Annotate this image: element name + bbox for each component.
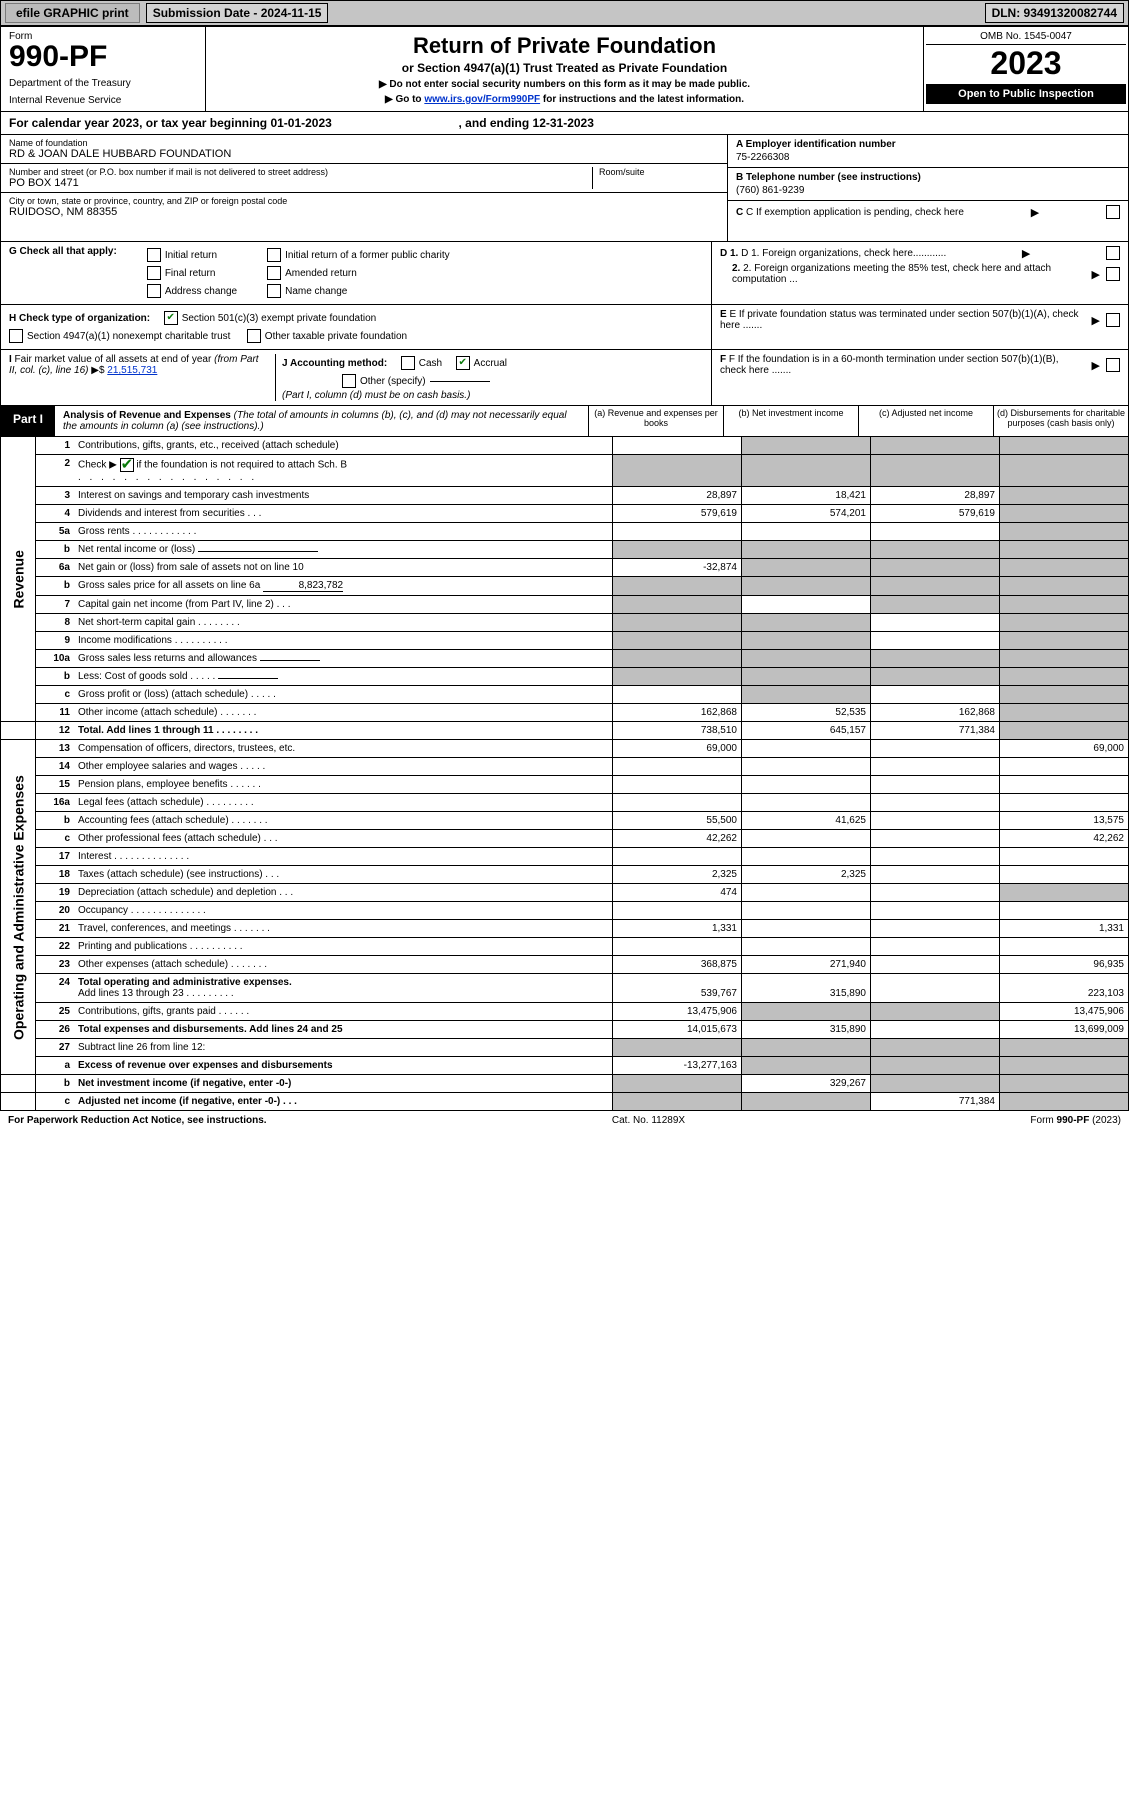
- irs: Internal Revenue Service: [9, 95, 199, 106]
- instr2: ▶ Go to www.irs.gov/Form990PF for instru…: [214, 94, 915, 105]
- subtitle: or Section 4947(a)(1) Trust Treated as P…: [214, 61, 915, 75]
- header-right: OMB No. 1545-0047 2023 Open to Public In…: [923, 27, 1128, 111]
- tax-year: 2023: [926, 45, 1126, 84]
- expenses-label: Operating and Administrative Expenses: [1, 740, 36, 1075]
- g-row: G Check all that apply: Initial return F…: [0, 242, 1129, 305]
- checkbox-c[interactable]: [1106, 205, 1120, 219]
- info-block: Name of foundation RD & JOAN DALE HUBBAR…: [0, 135, 1129, 242]
- header-center: Return of Private Foundation or Section …: [206, 27, 923, 111]
- topbar: efile GRAPHIC print Submission Date - 20…: [0, 0, 1129, 26]
- ck-other-tax[interactable]: [247, 329, 261, 343]
- calendar-year: For calendar year 2023, or tax year begi…: [0, 112, 1129, 135]
- form-number: 990-PF: [9, 42, 199, 72]
- ck-d1[interactable]: [1106, 246, 1120, 260]
- col-a: (a) Revenue and expenses per books: [588, 406, 723, 436]
- ck-accrual[interactable]: ✔: [456, 356, 470, 370]
- title: Return of Private Foundation: [214, 33, 915, 59]
- revenue-table: Revenue 1Contributions, gifts, grants, e…: [0, 437, 1129, 1111]
- tel-cell: B Telephone number (see instructions) (7…: [728, 168, 1128, 201]
- efile-print-btn[interactable]: efile GRAPHIC print: [5, 3, 140, 23]
- col-d: (d) Disbursements for charitable purpose…: [993, 406, 1128, 436]
- c-cell: C C If exemption application is pending,…: [728, 201, 1128, 226]
- ck-name[interactable]: [267, 284, 281, 298]
- col-b: (b) Net investment income: [723, 406, 858, 436]
- addr-cell: Number and street (or P.O. box number if…: [1, 164, 727, 193]
- header-left: Form 990-PF Department of the Treasury I…: [1, 27, 206, 111]
- fmv-link[interactable]: 21,515,731: [107, 365, 157, 376]
- ein-cell: A Employer identification number 75-2266…: [728, 135, 1128, 168]
- open-public: Open to Public Inspection: [926, 84, 1126, 104]
- ck-final[interactable]: [147, 266, 161, 280]
- submission-date: Submission Date - 2024-11-15: [146, 3, 329, 23]
- ck-schb[interactable]: ✔: [120, 458, 134, 472]
- ck-d2[interactable]: [1106, 267, 1120, 281]
- ck-e[interactable]: [1106, 313, 1120, 327]
- ck-f[interactable]: [1106, 358, 1120, 372]
- revenue-label: Revenue: [1, 437, 36, 722]
- ck-other-acct[interactable]: [342, 374, 356, 388]
- ck-501c3[interactable]: ✔: [164, 311, 178, 325]
- ck-cash[interactable]: [401, 356, 415, 370]
- h-row: H Check type of organization: ✔Section 5…: [0, 305, 1129, 350]
- form-link[interactable]: www.irs.gov/Form990PF: [424, 94, 540, 105]
- ck-amended[interactable]: [267, 266, 281, 280]
- ck-initial[interactable]: [147, 248, 161, 262]
- name-cell: Name of foundation RD & JOAN DALE HUBBAR…: [1, 135, 727, 164]
- part-i-header: Part I Analysis of Revenue and Expenses …: [0, 406, 1129, 437]
- instr1: ▶ Do not enter social security numbers o…: [214, 79, 915, 90]
- col-c: (c) Adjusted net income: [858, 406, 993, 436]
- ck-initial-former[interactable]: [267, 248, 281, 262]
- header: Form 990-PF Department of the Treasury I…: [0, 26, 1129, 112]
- ij-row: I Fair market value of all assets at end…: [0, 350, 1129, 406]
- footer: For Paperwork Reduction Act Notice, see …: [0, 1111, 1129, 1130]
- city-cell: City or town, state or province, country…: [1, 193, 727, 241]
- omb: OMB No. 1545-0047: [926, 29, 1126, 45]
- dln: DLN: 93491320082744: [985, 3, 1124, 23]
- dept: Department of the Treasury: [9, 78, 199, 89]
- ck-addr[interactable]: [147, 284, 161, 298]
- ck-4947[interactable]: [9, 329, 23, 343]
